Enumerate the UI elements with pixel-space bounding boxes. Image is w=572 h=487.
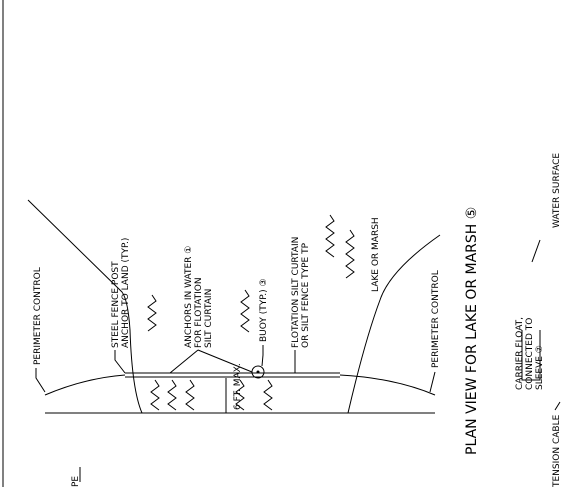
label: TENSION CABLE [552, 414, 562, 487]
label: FLOTATION SILT CURTAIN [291, 237, 301, 348]
label: WATER SURFACE [552, 153, 562, 228]
label: ANCHOR TO LAND (TYP.) [121, 238, 131, 348]
label: LAKE OR MARSH [371, 217, 381, 292]
label: PE [71, 476, 81, 487]
label: SLEEVE ⑦ [535, 345, 545, 390]
dimension: 6 FT. MAX. [233, 363, 243, 410]
label: OR SILT FENCE TYPE TP [301, 242, 311, 348]
wave [263, 379, 273, 411]
wave [185, 379, 195, 411]
wave [167, 379, 177, 411]
linework [2, 0, 561, 487]
label: STEEL FENCE POST [111, 261, 121, 348]
label: BUOY (TYP.) ③ [259, 278, 269, 342]
wave [240, 289, 250, 333]
label: ANCHORS IN WATER ① [184, 246, 194, 348]
label: PERIMETER CONTROL [33, 267, 43, 365]
water-waves [147, 214, 355, 411]
wave [345, 229, 355, 279]
labels: PERIMETER CONTROL STEEL FENCE POST ANCHO… [33, 153, 562, 487]
wave [325, 214, 335, 258]
wave [235, 379, 245, 411]
label: SILT CURTAIN [204, 289, 214, 348]
label: CONNECTED TO [525, 318, 535, 390]
label: CARRIER FLOAT, [515, 317, 525, 390]
wave [147, 294, 157, 332]
wave [150, 379, 160, 411]
label: PERIMETER CONTROL [431, 270, 441, 368]
title: PLAN VIEW FOR LAKE OR MARSH ⑤ [464, 207, 480, 455]
label: FOR FLOTATION [194, 277, 204, 348]
